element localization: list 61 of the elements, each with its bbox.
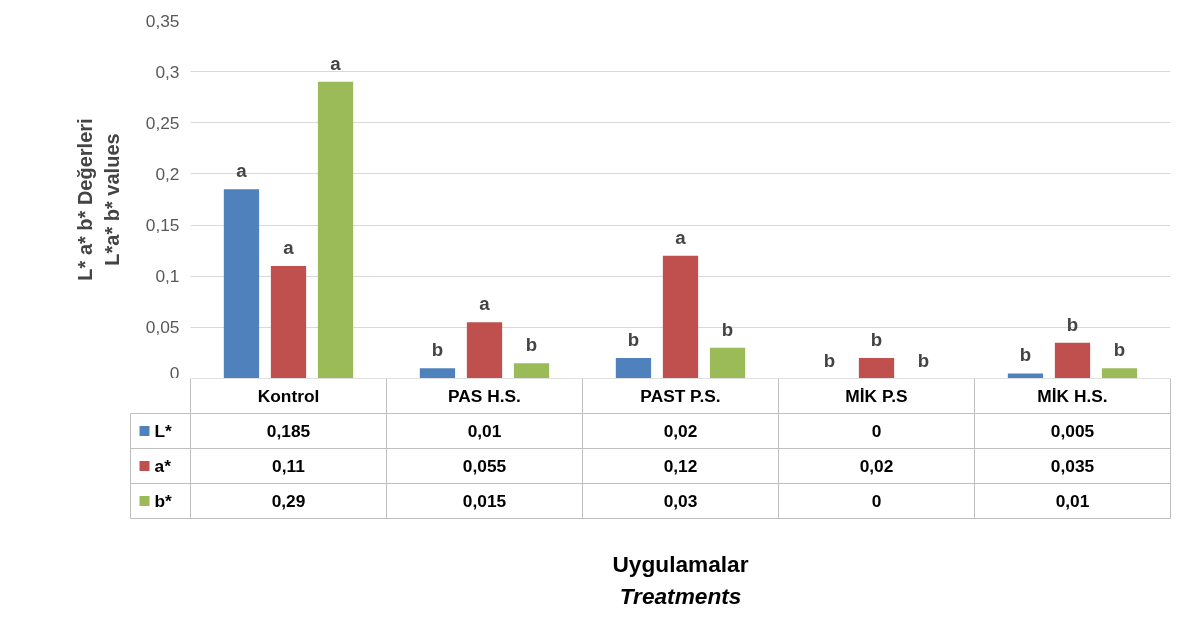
data-label: 0 xyxy=(871,421,882,441)
bar xyxy=(317,81,354,378)
legend-label: b* xyxy=(154,491,173,511)
data-label: 0,29 xyxy=(271,491,306,511)
annotation: b xyxy=(1066,313,1079,335)
data-label: 0,03 xyxy=(663,491,698,511)
annotation: b xyxy=(431,339,444,361)
data-label: 0,185 xyxy=(266,421,311,441)
annotation: a xyxy=(236,160,248,182)
data-label: 0,035 xyxy=(1050,456,1095,476)
data-label: 0,12 xyxy=(663,456,698,476)
annotation: a xyxy=(330,52,342,74)
annotation: a xyxy=(479,293,491,315)
bar xyxy=(270,265,307,378)
bar xyxy=(662,255,699,378)
annotation: b xyxy=(1019,344,1032,366)
y-tick-label: 0 xyxy=(169,362,180,383)
y-axis-title: L* a* b* Değerleri L*a* b* values xyxy=(74,118,123,281)
bar xyxy=(709,347,746,378)
y-tick-label: 0,35 xyxy=(145,10,180,31)
text: Uygulamalar Treatments xyxy=(612,550,749,609)
bar xyxy=(1101,368,1138,378)
annotation: b xyxy=(525,334,538,356)
legend-label: L* xyxy=(154,421,173,441)
annotation: a xyxy=(283,236,295,258)
annotation: b xyxy=(917,349,930,371)
y-tick-label: 0,1 xyxy=(155,266,180,287)
y-tick-label: 0,15 xyxy=(145,215,180,236)
bar xyxy=(1007,373,1044,378)
x-tick-label: MİK H.S. xyxy=(1037,386,1108,406)
data-label: 0,01 xyxy=(467,421,502,441)
annotation: b xyxy=(823,349,836,371)
x-tick-label: PAST P.S. xyxy=(640,386,721,406)
y-tick-label: 0,2 xyxy=(155,163,180,184)
data-label: 0,015 xyxy=(462,491,507,511)
data-label: 0,01 xyxy=(1055,491,1090,511)
bar xyxy=(223,189,260,378)
x-tick-label: MİK P.S xyxy=(845,386,908,406)
bar xyxy=(615,358,652,378)
data-label: 0,02 xyxy=(663,421,698,441)
bar xyxy=(419,368,456,378)
data-label: 0,055 xyxy=(462,456,507,476)
data-label: 0,02 xyxy=(859,456,894,476)
annotation: b xyxy=(721,318,734,340)
data-label: 0 xyxy=(871,491,882,511)
annotation: b xyxy=(627,329,640,351)
annotation: a xyxy=(675,226,687,248)
x-tick-label: PAS H.S. xyxy=(448,386,521,406)
x-tick-label: Kontrol xyxy=(257,386,320,406)
bar xyxy=(1054,342,1091,378)
y-tick-label: 0,05 xyxy=(145,317,180,338)
annotation: b xyxy=(870,329,883,351)
bar xyxy=(466,322,503,378)
annotation: b xyxy=(1113,339,1126,361)
data-label: 0,11 xyxy=(272,456,306,476)
legend-label: a* xyxy=(154,456,172,476)
bar xyxy=(513,363,550,378)
y-tick-label: 0,25 xyxy=(145,112,180,133)
data-label: 0,005 xyxy=(1050,421,1095,441)
bar xyxy=(858,358,895,378)
y-tick-label: 0,3 xyxy=(155,61,180,82)
